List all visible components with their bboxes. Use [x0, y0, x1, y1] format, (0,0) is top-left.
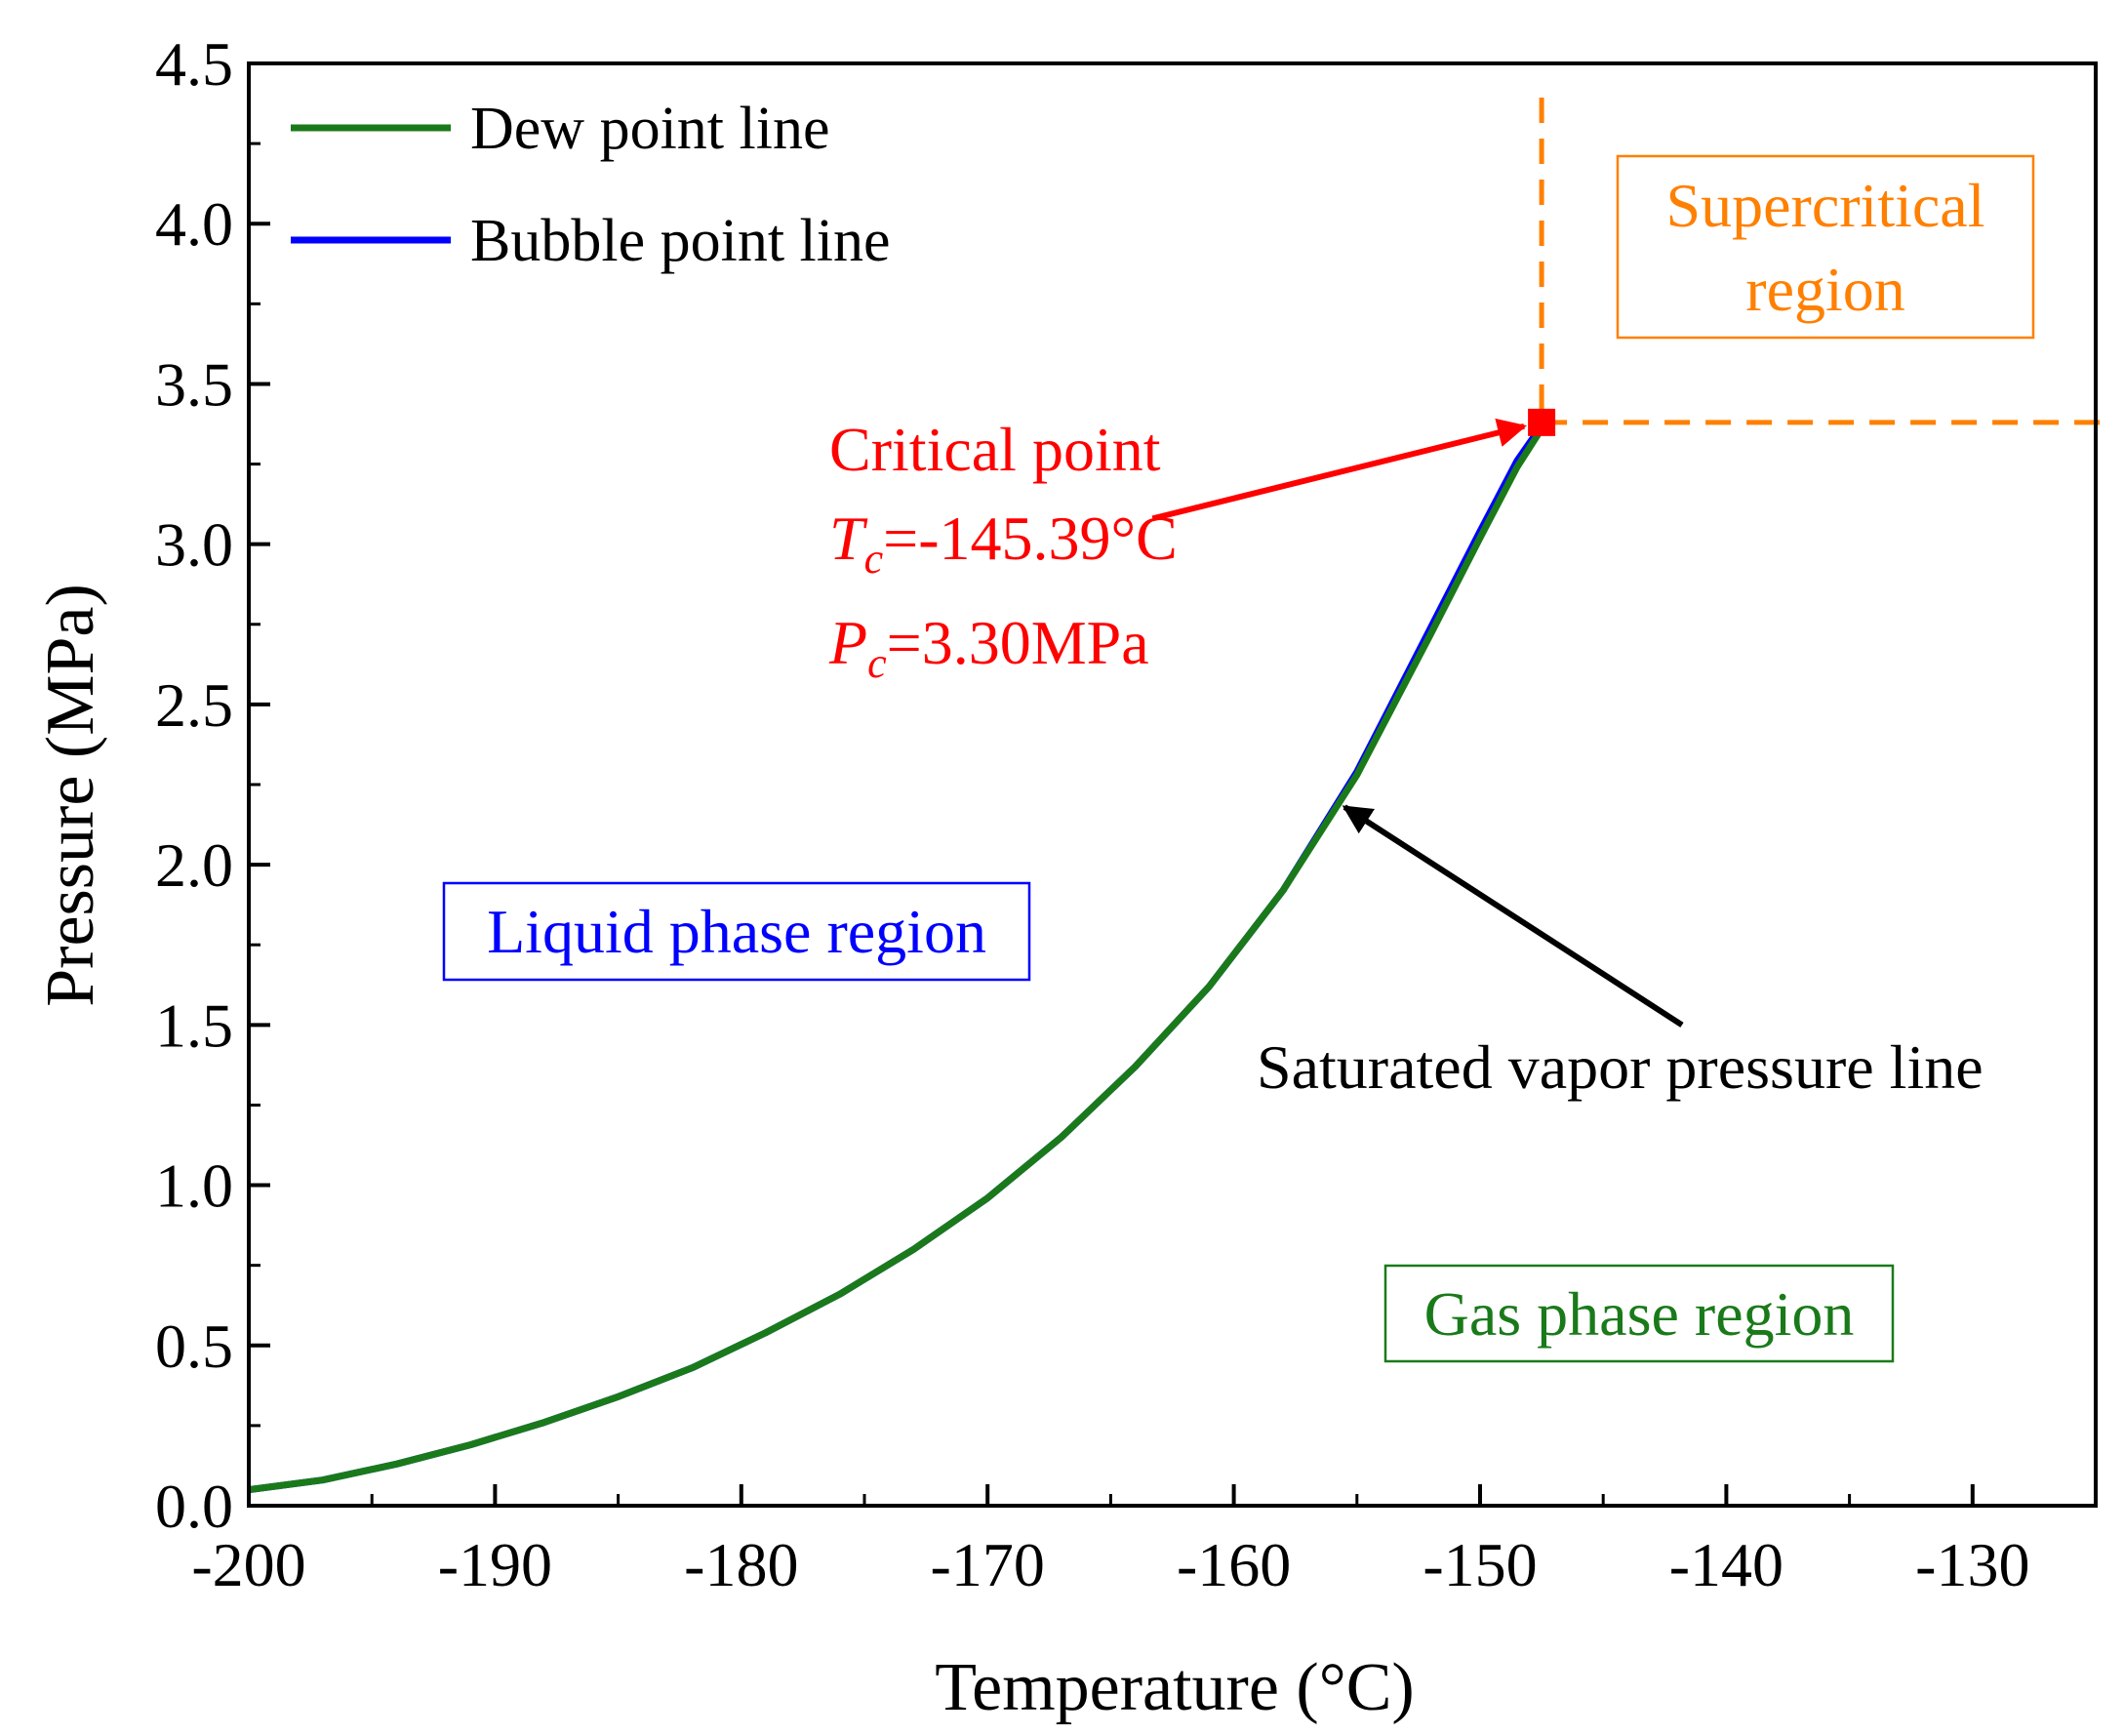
legend-label-bubble: Bubble point line: [470, 208, 891, 274]
liquid-region-label: Liquid phase region: [487, 897, 986, 966]
y-tick-label: 2.5: [155, 670, 233, 740]
series-line-dew-point-line: [248, 426, 1545, 1494]
x-tick-label: -150: [1423, 1530, 1537, 1599]
y-tick-label: 0.5: [155, 1312, 233, 1381]
gas-region-box: Gas phase region: [1383, 1264, 1895, 1363]
x-tick-label: -140: [1669, 1530, 1783, 1599]
x-tick-label: -170: [931, 1530, 1045, 1599]
y-tick-label: 2.0: [155, 830, 233, 900]
supercritical-region-box: Supercritical region: [1616, 154, 2035, 340]
y-axis-title: Pressure (MPa): [33, 584, 108, 1007]
x-tick-label: -180: [684, 1530, 798, 1599]
x-tick-label: -160: [1177, 1530, 1291, 1599]
critical-point-marker: [1528, 408, 1556, 436]
axes: -200 -190 -180 -170 -160 -150 -140 -130 0.0 0.5 1.…: [155, 29, 2098, 1599]
liquid-region-box: Liquid phase region: [442, 881, 1031, 982]
x-tick-label: -130: [1915, 1530, 2029, 1599]
x-axis-title: Temperature (°C): [935, 1650, 1414, 1725]
critical-point-arrow: [1151, 418, 1528, 522]
supercritical-region-label-line1: Supercritical: [1666, 171, 1985, 240]
critical-point-label: Critical point: [829, 415, 1161, 484]
y-tick-label: 3.5: [155, 349, 233, 419]
x-tick-label: -200: [191, 1530, 305, 1599]
critical-temperature-label: Tc=-145.39°C: [829, 504, 1178, 583]
y-tick-label: 4.5: [155, 29, 233, 99]
y-tick-label: 3.0: [155, 510, 233, 580]
critical-dashed-lines: [1539, 98, 2112, 425]
legend: Dew point line Bubble point line: [291, 96, 891, 274]
y-tick-label: 0.0: [155, 1472, 233, 1541]
saturated-line-arrow: [1342, 804, 1684, 1028]
supercritical-region-label-line2: region: [1745, 255, 1905, 324]
x-tick-label: -190: [438, 1530, 552, 1599]
legend-label-dew: Dew point line: [470, 96, 830, 162]
critical-pressure-label: Pc=3.30MPa: [828, 608, 1149, 687]
y-tick-label: 1.0: [155, 1151, 233, 1221]
annotations: [1151, 418, 1684, 1028]
y-tick-label: 4.0: [155, 189, 233, 259]
y-tick-label: 1.5: [155, 990, 233, 1060]
series-layer: [248, 408, 1556, 1494]
gas-region-label: Gas phase region: [1424, 1279, 1855, 1349]
saturated-line-label: Saturated vapor pressure line: [1257, 1032, 1984, 1102]
